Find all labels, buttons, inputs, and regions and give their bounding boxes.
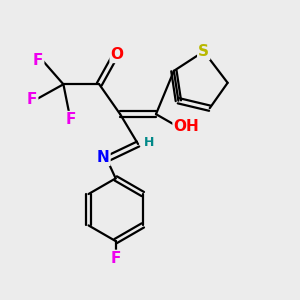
Text: F: F bbox=[110, 251, 121, 266]
Text: F: F bbox=[27, 92, 37, 107]
Text: F: F bbox=[66, 112, 76, 127]
Text: O: O bbox=[111, 47, 124, 62]
Text: S: S bbox=[198, 44, 209, 59]
Text: F: F bbox=[33, 53, 43, 68]
Text: OH: OH bbox=[174, 118, 199, 134]
Text: N: N bbox=[97, 150, 110, 165]
Text: H: H bbox=[144, 136, 154, 149]
